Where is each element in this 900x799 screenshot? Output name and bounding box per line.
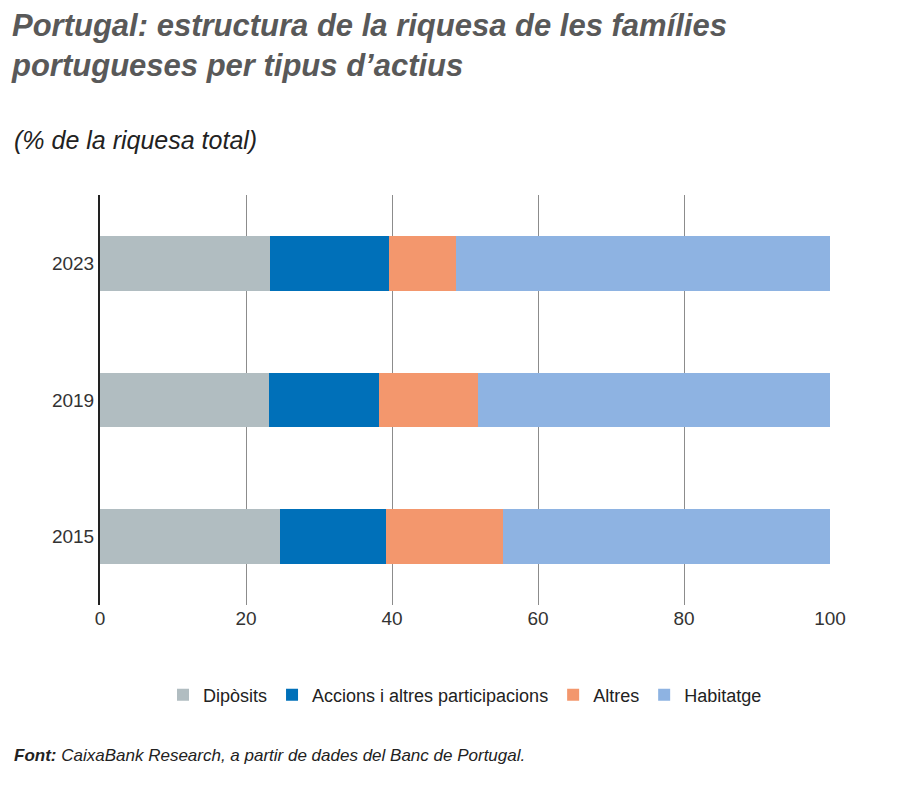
svg-text:40: 40 [381,608,402,629]
svg-text:Accions i altres participacion: Accions i altres participacions [312,686,548,706]
svg-text:60: 60 [527,608,548,629]
svg-text:80: 80 [673,608,694,629]
svg-text:Altres: Altres [593,686,639,706]
svg-text:Font: CaixaBank Research, a pa: Font: CaixaBank Research, a partir de da… [14,746,525,765]
svg-text:20: 20 [235,608,256,629]
svg-text:Portugal: estructura de la riq: Portugal: estructura de la riquesa de le… [11,8,727,83]
svg-text:Habitatge: Habitatge [684,686,761,706]
svg-text:2023: 2023 [52,253,94,274]
svg-text:0: 0 [95,608,106,629]
svg-text:100: 100 [814,608,846,629]
svg-text:2019: 2019 [52,390,94,411]
svg-text:Dipòsits: Dipòsits [203,686,267,706]
svg-text:(% de la riquesa total): (% de la riquesa total) [14,126,257,154]
svg-text:2015: 2015 [52,526,94,547]
